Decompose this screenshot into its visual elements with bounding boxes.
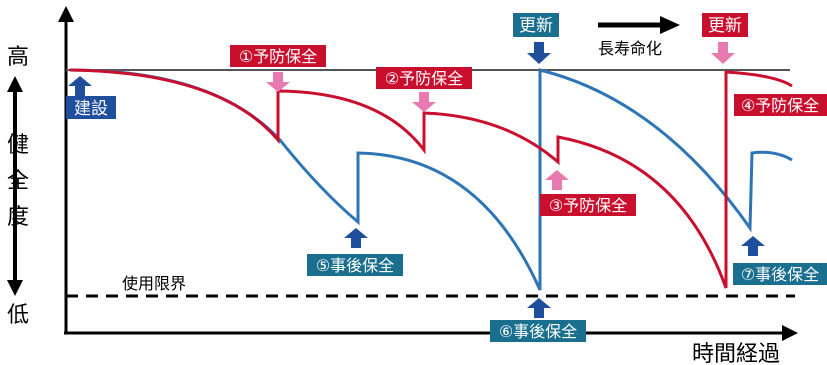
preventive-arrow-1 [266, 72, 290, 92]
life-extension-arrowhead [660, 16, 680, 34]
preventive-curve [69, 68, 793, 289]
construction-arrow [68, 76, 92, 96]
renewal-box-1 [513, 13, 559, 37]
preventive-label-3: ③予防保全 [549, 196, 627, 215]
y-title-char-2: 全 [7, 169, 29, 194]
y-title-char-3: 度 [7, 205, 29, 230]
preventive-arrow-3 [545, 170, 569, 190]
y-high-label: 高 [7, 45, 29, 70]
renewal-label-1: 更新 [519, 16, 553, 36]
health-arrow-down-head [7, 280, 23, 296]
renewal-label-2: 更新 [708, 16, 742, 36]
preventive-box-4 [734, 94, 827, 116]
x-axis-title: 時間経過 [692, 342, 780, 365]
corrective-label-5: ⑤事後保全 [316, 256, 394, 275]
construction-label: 建設 [74, 99, 108, 119]
life-extension-label: 長寿命化 [598, 39, 662, 58]
renewal-arrow-1 [527, 42, 551, 64]
corrective-label-7: ⑦事後保全 [741, 265, 819, 284]
preventive-box-3 [540, 194, 636, 216]
corrective-box-6 [490, 320, 586, 342]
preventive-label-1: ①予防保全 [239, 47, 317, 66]
preventive-label-4: ④予防保全 [741, 96, 819, 115]
corrective-arrow-7 [741, 236, 765, 256]
corrective-box-7 [733, 263, 827, 285]
renewal-box-2 [702, 13, 748, 37]
limit-label: 使用限界 [122, 274, 186, 293]
preventive-arrow-2 [412, 92, 436, 112]
corrective-box-5 [307, 254, 403, 276]
y-axis-arrowhead [58, 6, 74, 22]
renewal-arrow-2 [711, 42, 735, 64]
preventive-box-2 [376, 67, 472, 89]
preventive-label-2: ②予防保全 [385, 69, 463, 88]
preventive-box-1 [230, 45, 326, 67]
corrective-arrow-6 [527, 298, 551, 318]
corrective-arrow-5 [344, 228, 368, 248]
corrective-label-6: ⑥事後保全 [499, 322, 577, 341]
health-arrow-up-head [7, 76, 23, 92]
construction-box [66, 96, 116, 119]
y-low-label: 低 [7, 303, 29, 328]
x-axis-arrowhead [782, 325, 798, 341]
y-title-char-1: 健 [7, 133, 29, 158]
